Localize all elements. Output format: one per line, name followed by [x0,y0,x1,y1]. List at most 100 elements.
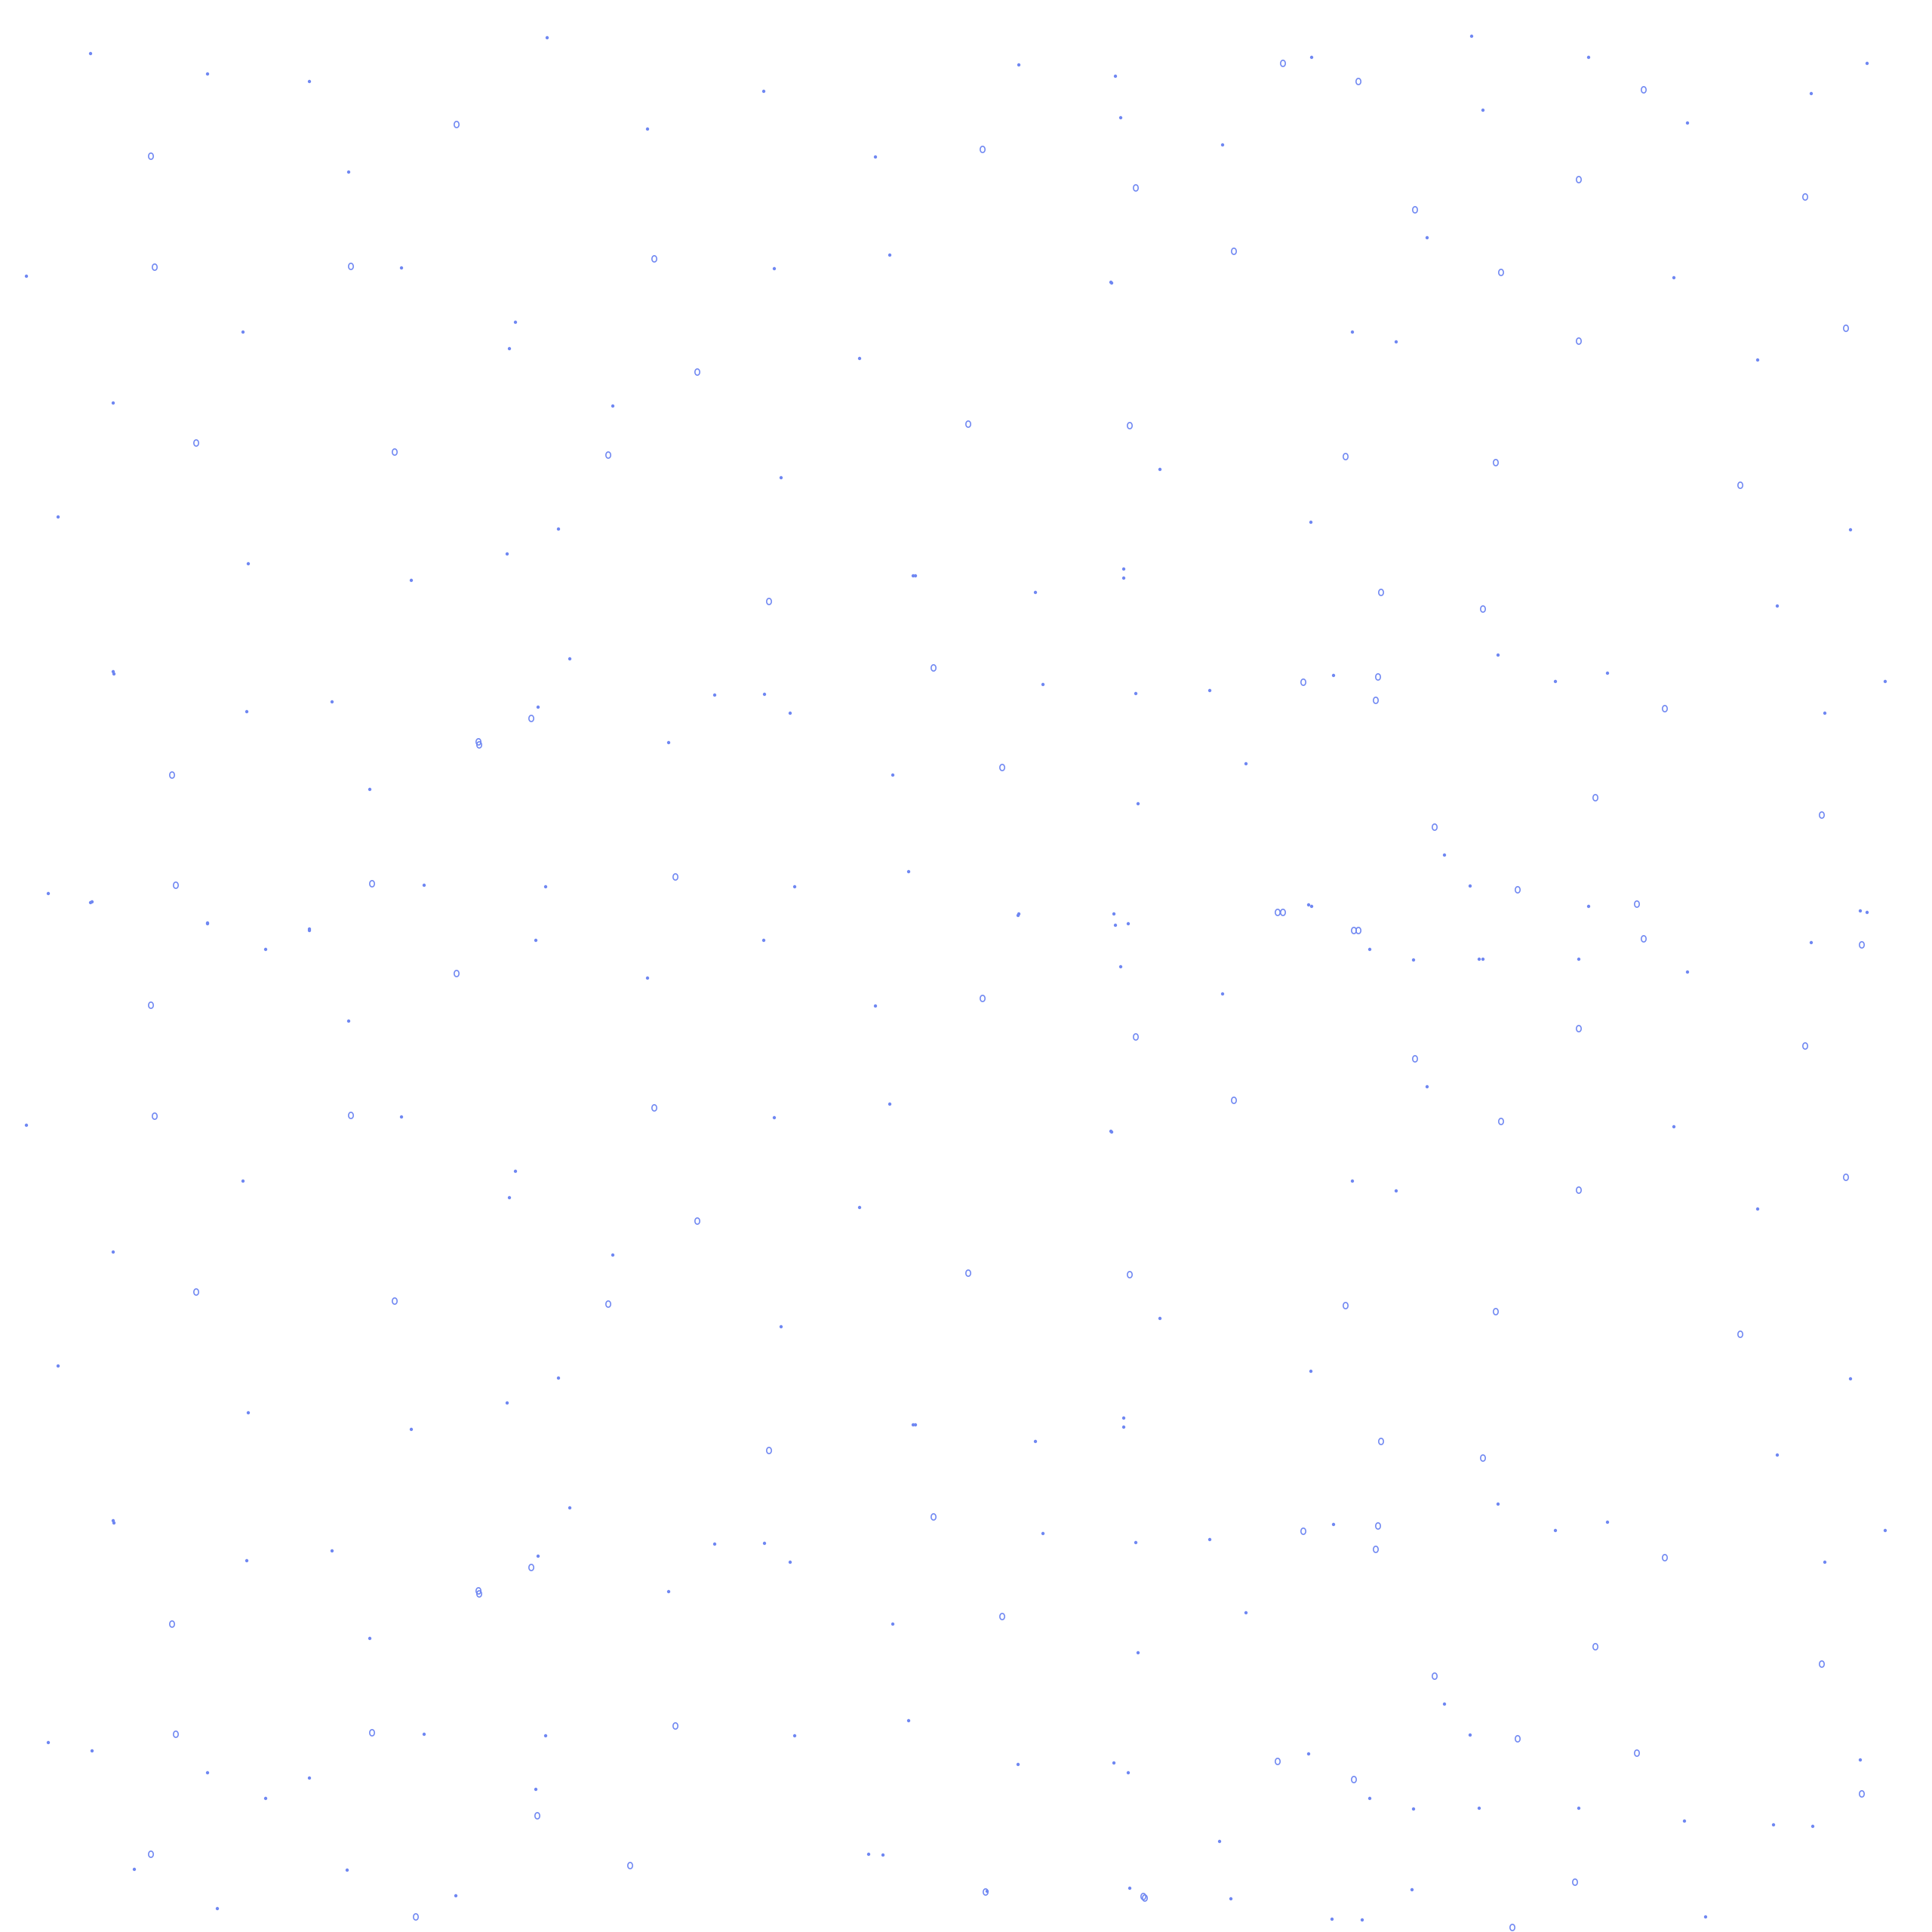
small-dot [1113,923,1118,928]
small-dot [788,1560,792,1564]
small-dot [1309,1369,1313,1374]
small-dot [906,1718,911,1723]
ring-dot [1280,909,1287,917]
ring-dot [1375,672,1382,681]
small-dot [246,561,251,566]
ring-dot [1662,704,1669,712]
small-dot [513,1169,518,1174]
small-dot [1810,1824,1815,1829]
small-dot [1121,576,1126,580]
ring-dot [1480,605,1487,613]
small-dot [891,773,895,777]
ring-dot [1576,337,1583,345]
small-dot [1858,909,1863,913]
small-dot [307,1776,312,1780]
small-dot [779,475,783,480]
ring-dot [391,448,398,456]
small-dot [1109,281,1114,285]
small-dot [263,1796,268,1801]
ring-dot [1509,1924,1516,1932]
ring-dot [528,1564,534,1572]
small-dot [1126,1770,1131,1775]
small-dot [241,330,245,334]
ring-dot [1275,909,1281,917]
ring-dot [347,1112,354,1120]
small-dot [246,1411,251,1415]
small-dot [1394,340,1398,344]
small-dot [1220,143,1225,147]
ring-dot [1802,1042,1809,1051]
small-dot [792,884,797,889]
ring-dot [694,1217,700,1226]
small-dot [1136,801,1140,806]
small-dot [911,1423,915,1427]
small-dot [1775,1453,1780,1457]
small-dot [241,1179,245,1183]
small-dot [1553,679,1558,684]
ring-dot [1819,1660,1826,1669]
small-dot [568,1506,572,1510]
ring-dot [1576,1025,1583,1033]
ring-dot [1859,941,1866,949]
small-dot [507,1195,512,1200]
small-dot [911,574,915,578]
ring-dot [1127,1271,1134,1279]
ring-dot [965,420,972,428]
small-dot [56,515,60,519]
small-dot [1041,682,1045,687]
small-dot [1605,671,1610,675]
small-dot [1823,1560,1827,1564]
small-dot [536,705,540,709]
small-dot [1309,55,1314,60]
small-dot [1217,1839,1222,1844]
ring-dot [1432,1672,1438,1681]
ring-dot [528,714,534,722]
small-dot [1306,903,1311,907]
small-dot [307,928,312,933]
small-dot [1703,1915,1708,1919]
small-dot [111,1518,115,1523]
ring-dot [765,1447,772,1455]
ring-dot [152,1112,158,1121]
small-dot [1331,1522,1336,1527]
ring-dot [412,1913,419,1921]
ring-dot [1592,794,1599,802]
small-dot [507,346,512,351]
small-dot [534,1787,538,1792]
small-dot [556,527,561,531]
ring-dot [192,1288,199,1297]
small-dot [1425,235,1429,240]
small-dot [1041,1531,1045,1536]
ring-dot [1819,811,1826,820]
small-dot [1121,1416,1126,1420]
ring-dot [980,146,986,154]
ring-dot [1480,1454,1487,1463]
small-dot [762,692,767,697]
small-dot [1685,121,1690,125]
ring-dot [651,1104,657,1112]
small-dot [205,72,210,76]
small-dot [1411,1807,1416,1811]
small-dot [215,1906,220,1911]
small-dot [568,657,572,661]
small-dot [1883,679,1887,684]
small-dot [1158,1316,1162,1321]
ring-dot [980,995,986,1003]
small-dot [1350,330,1355,334]
ring-dot [475,737,481,746]
small-dot [1360,1918,1364,1922]
small-dot [399,1115,404,1119]
ring-dot [651,254,657,263]
small-dot [88,51,93,56]
small-dot [788,711,792,715]
ring-dot [1662,1554,1669,1562]
small-dot [1121,567,1126,571]
small-dot [762,1541,767,1546]
ring-dot [169,1620,176,1629]
small-dot [1771,1823,1776,1827]
ring-dot [1515,1735,1521,1743]
small-dot [1672,1124,1676,1129]
small-dot [1468,1733,1472,1737]
small-dot [1425,1084,1429,1089]
small-dot [88,900,93,905]
